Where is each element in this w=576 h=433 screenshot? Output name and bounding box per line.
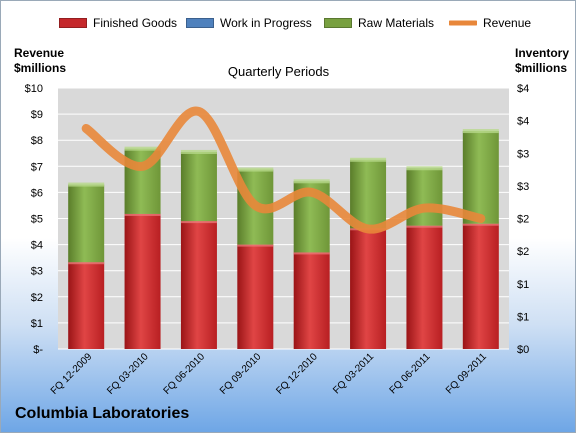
bar-raw-materials [462, 131, 499, 224]
bar-raw-materials-cap [180, 149, 217, 154]
left-axis-title-line1: Revenue [14, 46, 65, 60]
left-axis-tick-label: $- [33, 344, 43, 356]
right-axis-tick-label: $1 [517, 311, 529, 323]
left-axis-tick-label: $2 [31, 292, 43, 304]
x-axis-tick-label: FQ 06-2011 [388, 351, 433, 396]
plot-title: Quarterly Periods [228, 64, 330, 79]
left-axis-title: Revenue $millions [14, 46, 66, 76]
x-axis-tick-label: FQ 03-2011 [331, 351, 376, 396]
right-axis-title-line1: Inventory [515, 46, 570, 60]
bar-raw-materials-cap [462, 129, 499, 134]
right-axis-tick-label: $0 [517, 344, 529, 356]
x-axis-tick-label: FQ 06-2010 [162, 351, 208, 397]
legend: Finished Goods Work in Progress Raw Mate… [1, 14, 575, 34]
x-axis-tick-label: FQ 09-2010 [218, 351, 264, 397]
bar-finished-goods [406, 225, 443, 349]
bar-raw-materials-cap [406, 166, 443, 171]
x-axis-tick-label: FQ 12-2010 [274, 351, 320, 397]
legend-item-revenue: Revenue [449, 16, 531, 30]
legend-label-raw-materials: Raw Materials [358, 16, 435, 30]
company-name: Columbia Laboratories [15, 405, 190, 422]
right-axis-tick-label: $2 [517, 214, 529, 226]
right-axis-tick-label: $3 [517, 148, 529, 160]
right-axis-tick-label: $1 [517, 279, 529, 291]
legend-item-finished-goods: Finished Goods [59, 16, 177, 30]
x-axis-tick-label: FQ 12-2009 [49, 351, 95, 397]
left-axis-tick-label: $3 [31, 266, 43, 278]
bar-finished-goods [350, 228, 387, 349]
right-axis-tick-label: $4 [517, 83, 529, 95]
left-axis-tick-label: $1 [31, 318, 43, 330]
left-axis-tick-label: $8 [31, 135, 43, 147]
left-axis-title-line2: $millions [14, 61, 67, 75]
bar-finished-goods [124, 213, 161, 349]
x-axis-tick-label: FQ 03-2010 [105, 351, 151, 397]
left-axis-tick-label: $6 [31, 187, 43, 199]
bar-raw-materials [350, 159, 387, 229]
bar-raw-materials-cap [350, 157, 387, 162]
bar-raw-materials-cap [124, 146, 161, 151]
bar-finished-goods [293, 252, 330, 349]
bar-raw-materials-cap [68, 182, 105, 187]
left-axis-tick-label: $4 [31, 240, 43, 252]
bar-finished-goods [68, 262, 105, 349]
legend-label-revenue: Revenue [483, 16, 532, 30]
left-axis-tick-label: $7 [31, 161, 43, 173]
left-axis-tick-label: $9 [31, 109, 43, 121]
bar-raw-materials-cap [293, 179, 330, 184]
bar-raw-materials [180, 151, 217, 222]
bar-finished-goods [237, 244, 274, 349]
left-axis-tick-label: $10 [25, 83, 43, 95]
bar-raw-materials-cap [237, 167, 274, 172]
legend-swatch-revenue [449, 20, 477, 26]
right-axis-title: Inventory $millions [515, 46, 569, 76]
right-axis-title-line2: $millions [515, 61, 568, 75]
bar-finished-goods [180, 221, 217, 349]
right-axis-tick-label: $4 [517, 116, 529, 128]
x-axis-tick-label: FQ 09-2011 [444, 351, 489, 396]
legend-swatch-finished-goods [59, 18, 87, 28]
legend-item-work-in-progress: Work in Progress [186, 16, 312, 30]
legend-label-work-in-progress: Work in Progress [220, 16, 312, 30]
bar-finished-goods [462, 223, 499, 349]
right-axis-tick-label: $2 [517, 246, 529, 258]
revenue-line [81, 106, 486, 234]
bar-raw-materials [68, 184, 105, 263]
legend-swatch-work-in-progress [186, 18, 214, 28]
legend-item-raw-materials: Raw Materials [324, 16, 434, 30]
chart-svg: $- $1 $2 $3 $4 $5 $6 $7 $8 $9 $10 $0 $1 $1 $2 $2 $3 $3 $4 $… [25, 64, 530, 397]
legend-label-finished-goods: Finished Goods [93, 16, 178, 30]
left-axis-tick-label: $5 [31, 214, 43, 226]
right-axis-tick-label: $3 [517, 181, 529, 193]
bar-raw-materials [406, 168, 443, 226]
legend-swatch-raw-materials [324, 18, 352, 28]
